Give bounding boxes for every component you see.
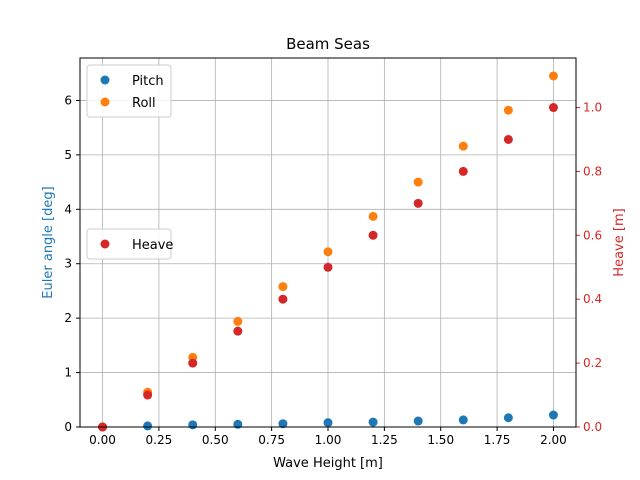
roll-point: [323, 247, 333, 257]
y2-axis-label: Heave [m]: [612, 208, 627, 276]
pitch-point: [368, 417, 378, 427]
y2-tick-label: 0.4: [583, 292, 602, 306]
y-tick-label: 1: [64, 366, 72, 380]
pitch-point: [188, 420, 198, 430]
heave-point: [233, 326, 243, 336]
legend-marker-pitch: [100, 75, 110, 85]
roll-point: [548, 71, 558, 81]
heave-point: [323, 262, 333, 272]
y2-tick-label: 1.0: [583, 101, 602, 115]
heave-point: [503, 134, 513, 144]
pitch-point: [503, 413, 513, 423]
x-tick-label: 1.25: [371, 433, 398, 447]
y-tick-label: 0: [64, 420, 72, 434]
x-tick-label: 0.00: [89, 433, 116, 447]
roll-point: [278, 282, 288, 292]
pitch-point: [143, 421, 153, 431]
roll-point: [233, 316, 243, 326]
y-axis-label: Euler angle [deg]: [41, 186, 56, 298]
x-tick-label: 1.75: [484, 433, 511, 447]
heave-point: [413, 198, 423, 208]
legend-box: [86, 64, 172, 118]
y2-tick-label: 0.2: [583, 356, 602, 370]
pitch-point: [458, 415, 468, 425]
y-tick-label: 3: [64, 257, 72, 271]
chart-title: Beam Seas: [286, 35, 370, 53]
legend-marker-roll: [100, 97, 110, 107]
roll-point: [413, 177, 423, 187]
heave-point: [458, 166, 468, 176]
x-tick-label: 2.00: [540, 433, 567, 447]
heave-point: [368, 230, 378, 240]
legend-label-pitch: Pitch: [132, 74, 164, 89]
x-tick-label: 1.00: [315, 433, 342, 447]
heave-point: [143, 390, 153, 400]
heave-point: [278, 294, 288, 304]
heave-point: [548, 103, 558, 113]
roll-point: [503, 105, 513, 115]
legend-main: Pitch Roll: [86, 64, 172, 118]
y-tick-label: 2: [64, 311, 72, 325]
y-tick-label: 6: [64, 93, 72, 107]
legend-label-heave: Heave: [132, 238, 173, 253]
pitch-point: [413, 416, 423, 426]
legend-heave: Heave: [86, 228, 173, 260]
legend-marker-heave: [100, 239, 110, 249]
axis-ticks: 0.00 0.25 0.50 0.75 1.00 1.25 1.50 1.75 2.000123…: [64, 93, 602, 447]
y2-tick-label: 0.8: [583, 164, 602, 178]
x-tick-label: 0.25: [146, 433, 173, 447]
pitch-point: [323, 418, 333, 428]
pitch-point: [278, 419, 288, 429]
roll-point: [458, 141, 468, 151]
y2-tick-label: 0.0: [583, 420, 602, 434]
plot-frame: [79, 57, 577, 428]
x-tick-label: 1.50: [427, 433, 454, 447]
legend-label-roll: Roll: [132, 96, 156, 111]
y2-tick-label: 0.6: [583, 228, 602, 242]
roll-point: [368, 211, 378, 221]
heave-point: [188, 358, 198, 368]
x-axis-label: Wave Height [m]: [273, 456, 383, 471]
x-tick-label: 0.50: [202, 433, 229, 447]
pitch-point: [548, 410, 558, 420]
y-tick-label: 5: [64, 148, 72, 162]
y-tick-label: 4: [64, 202, 72, 216]
x-tick-label: 0.75: [258, 433, 285, 447]
legend-box: [86, 228, 172, 260]
